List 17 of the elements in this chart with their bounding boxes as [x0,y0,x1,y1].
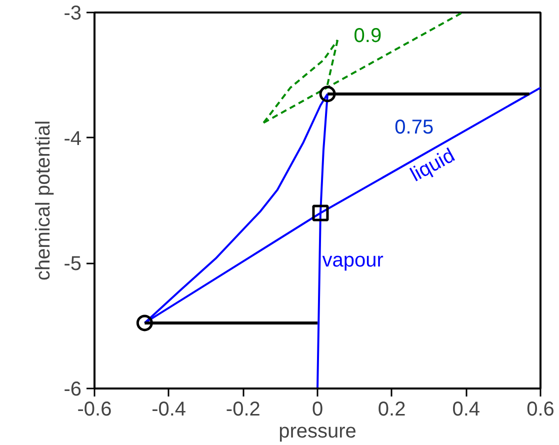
text: liquid [406,144,458,186]
x-axis-title: pressure [278,420,356,442]
annotation: 0.9 [354,25,382,48]
x-tick-label: -0.4 [152,398,186,420]
x-tick-label: 0 [312,398,324,420]
y-tick-label: -5 [64,253,82,276]
x-tick-label: -0.2 [226,398,260,420]
y-tick-label: -4 [64,128,82,150]
x-tick-label: 0.6 [526,398,554,420]
y-tick-label: -3 [64,2,82,24]
y-tick-label: -6 [64,378,82,400]
x-tick-label: 0.4 [452,398,480,420]
x-tick-label: 0.2 [378,398,406,420]
series-label: vapour [322,250,384,272]
y-axis-title: chemical potential [32,120,55,281]
x-tick-label: -0.6 [77,398,112,420]
annotation: 0.75 [394,116,434,139]
